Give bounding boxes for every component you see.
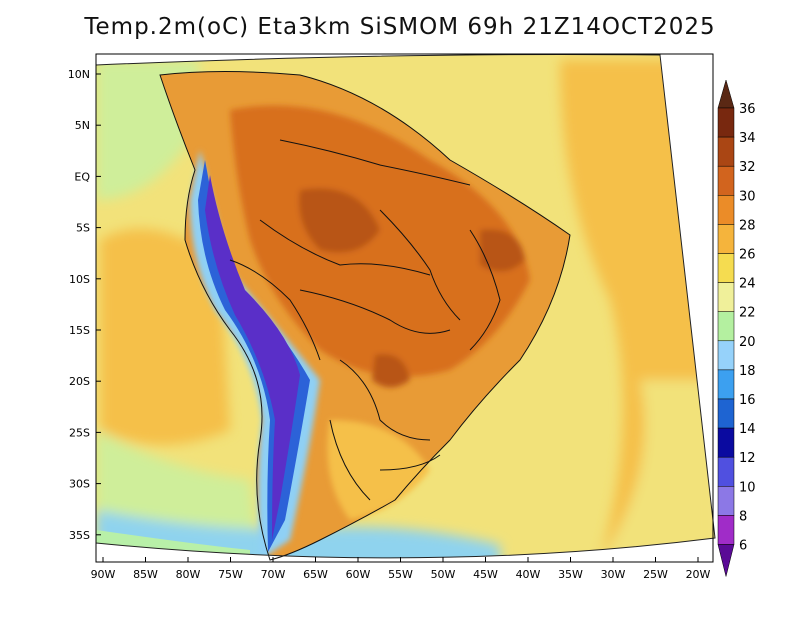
latitude-tick-label: 10S xyxy=(69,273,90,286)
colorbar-segment xyxy=(717,369,735,400)
colorbar-label: 32 xyxy=(739,160,756,175)
colorbar: 36 34 32 30 28 26 24 22 20 18 16 14 12 10 8 6 xyxy=(717,79,756,577)
colorbar-segment xyxy=(717,107,735,138)
colorbar-label: 24 xyxy=(739,277,756,292)
colorbar-label: 20 xyxy=(739,335,756,350)
longitude-tick-label: 60W xyxy=(346,568,371,581)
colorbar-segment xyxy=(717,340,735,371)
longitude-tick-label: 35W xyxy=(558,568,583,581)
longitude-tick-label: 65W xyxy=(303,568,328,581)
colorbar-segment xyxy=(717,486,735,516)
longitude-tick-label: 80W xyxy=(176,568,201,581)
colorbar-segment xyxy=(717,253,735,283)
latitude-tick-label: 5S xyxy=(76,222,90,235)
longitude-tick-label: 25W xyxy=(643,568,668,581)
axes-box xyxy=(95,53,714,563)
latitude-tick-label: 15S xyxy=(69,324,90,337)
colorbar-label: 14 xyxy=(739,422,756,437)
latitude-tick-label: 35S xyxy=(69,529,90,542)
latitude-tick-label: 10N xyxy=(68,68,90,81)
map-title: Temp.2m(oC) Eta3km SiSMOM 69h 21Z14OCT20… xyxy=(84,14,716,40)
temperature-field xyxy=(96,54,715,558)
longitude-tick-label: 50W xyxy=(431,568,456,581)
colorbar-segment xyxy=(717,398,735,429)
colorbar-segment xyxy=(717,165,735,196)
longitude-tick-label: 45W xyxy=(473,568,498,581)
colorbar-label: 26 xyxy=(739,248,756,263)
colorbar-label: 34 xyxy=(739,131,756,146)
longitude-tick-label: 85W xyxy=(133,568,158,581)
colorbar-segment xyxy=(717,456,735,487)
longitude-tick-label: 70W xyxy=(261,568,286,581)
longitude-tick-label: 90W xyxy=(91,568,116,581)
latitude-tick-label: 30S xyxy=(69,478,90,491)
colorbar-label: 30 xyxy=(739,189,756,204)
colorbar-label: 22 xyxy=(739,306,756,321)
colorbar-segment xyxy=(717,311,735,342)
latitude-tick-label: 20S xyxy=(69,375,90,388)
colorbar-over-triangle xyxy=(717,79,735,109)
colorbar-segment xyxy=(717,136,735,167)
longitude-tick-label: 30W xyxy=(601,568,626,581)
colorbar-under-triangle xyxy=(717,544,735,577)
colorbar-segment xyxy=(717,427,735,458)
latitude-tick-label: EQ xyxy=(74,170,90,183)
colorbar-segment xyxy=(717,195,735,225)
colorbar-segment xyxy=(717,515,735,545)
latitude-tick-label: 25S xyxy=(69,426,90,439)
colorbar-segment xyxy=(717,224,735,254)
colorbar-label: 10 xyxy=(739,480,756,495)
colorbar-label: 36 xyxy=(739,102,756,117)
longitude-tick-label: 55W xyxy=(388,568,413,581)
map-frame xyxy=(95,53,716,559)
colorbar-label: 8 xyxy=(739,509,747,524)
longitude-axis: 90W 85W 80W 75W 70W 65W 60W 55W 50W 45W 40W 35W 30W 2… xyxy=(91,557,711,581)
colorbar-label: 16 xyxy=(739,393,756,408)
longitude-tick-label: 20W xyxy=(686,568,711,581)
longitude-tick-label: 75W xyxy=(218,568,243,581)
country-borders xyxy=(159,71,571,561)
longitude-tick-label: 40W xyxy=(516,568,541,581)
colorbar-label: 6 xyxy=(739,539,747,554)
latitude-tick-label: 5N xyxy=(75,119,90,132)
colorbar-label: 12 xyxy=(739,451,756,466)
colorbar-label: 18 xyxy=(739,364,756,379)
colorbar-label: 28 xyxy=(739,218,756,233)
colorbar-segment xyxy=(717,282,735,312)
latitude-axis: 10N 5N EQ 5S 10S 15S 20S 25S 30S 35S xyxy=(68,68,101,542)
